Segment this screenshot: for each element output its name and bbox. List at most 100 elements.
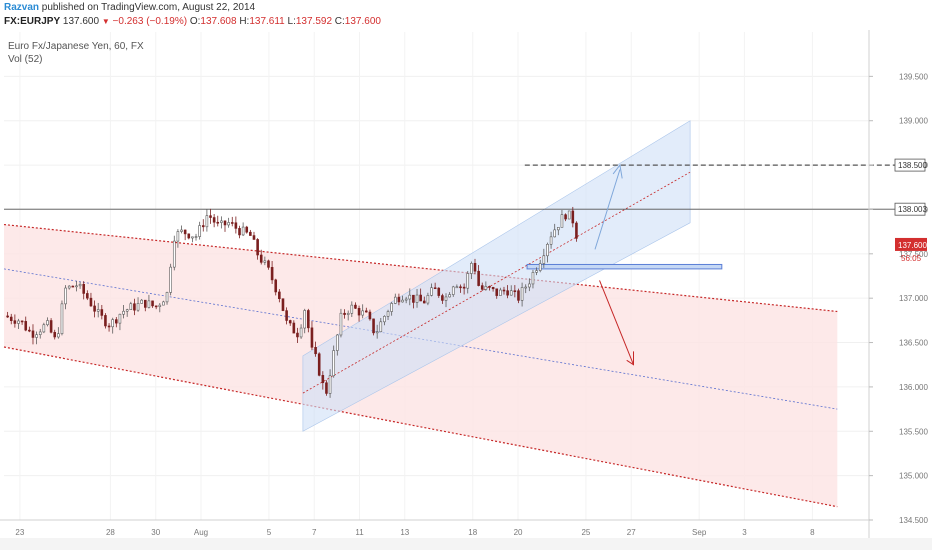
candle-body [412, 294, 415, 303]
candle-body [346, 312, 350, 315]
candle-body [140, 299, 143, 304]
candle-body [281, 298, 285, 311]
candle-body [408, 294, 412, 300]
candle-body [393, 296, 397, 304]
candle-body [46, 320, 49, 326]
x-tick-label: 3 [742, 528, 747, 537]
candle-body [57, 333, 60, 338]
price-chart[interactable]: 139.500139.000138.500138.000137.500137.0… [0, 30, 932, 550]
candle-body [444, 296, 448, 301]
x-tick-label: 13 [400, 528, 409, 537]
x-tick-label: 11 [355, 528, 364, 537]
y-tick-label: 136.500 [899, 339, 928, 348]
candle-body [401, 299, 404, 303]
x-tick-label: 25 [581, 528, 590, 537]
candle-body [187, 233, 191, 239]
candle-body [212, 217, 216, 223]
candle-body [241, 226, 245, 236]
x-tick-label: 8 [810, 528, 815, 537]
x-tick-label: 27 [627, 528, 636, 537]
candle-body [390, 303, 393, 312]
symbol-label[interactable]: FX:EURJPY [4, 16, 61, 27]
candle-body [151, 300, 154, 307]
candle-body [531, 272, 535, 285]
y-tick-label: 135.500 [899, 427, 928, 436]
candle-body [343, 312, 346, 315]
candle-body [502, 289, 506, 292]
candle-body [93, 305, 96, 312]
candle-body [455, 286, 459, 289]
candle-body [78, 283, 82, 287]
candle-body [67, 285, 71, 289]
candle-body [129, 303, 133, 310]
candle-body [20, 320, 24, 323]
candle-body [24, 321, 28, 331]
candle-body [433, 287, 437, 290]
low-value: 137.592 [295, 16, 333, 27]
axes: 139.500139.000138.500138.000137.500137.0… [0, 30, 932, 550]
candle-body [553, 229, 556, 238]
candle-body [567, 210, 571, 220]
candle-body [256, 239, 259, 256]
candle-body [31, 330, 35, 338]
candle-body [245, 226, 249, 233]
candle-body [64, 287, 67, 305]
candle-body [259, 254, 263, 263]
candle-body [328, 375, 332, 394]
candle-body [560, 214, 564, 228]
candle-body [122, 310, 125, 315]
drawings[interactable] [3, 120, 895, 508]
blue-channel [302, 120, 691, 432]
candle-body [361, 310, 364, 316]
candle-body [86, 293, 89, 299]
author-link[interactable]: Razvan [4, 2, 40, 13]
candle-body [6, 315, 9, 318]
candle-body [524, 286, 528, 289]
candle-body [180, 229, 183, 232]
candle-body [546, 244, 549, 257]
red-channel-lower [3, 346, 838, 508]
candle-body [194, 236, 198, 238]
candle-body [107, 325, 111, 328]
candle-body [473, 262, 477, 272]
close-value: 137.600 [344, 16, 381, 27]
candle-body [42, 324, 46, 333]
candle-body [71, 285, 75, 288]
candle-body [372, 318, 375, 334]
candle-body [299, 327, 303, 338]
candle-body [495, 288, 499, 296]
x-tick-label: 5 [267, 528, 272, 537]
candle-body [285, 310, 288, 321]
candle-body [397, 296, 401, 303]
candle-body [198, 225, 201, 237]
publish-line: Razvan published on TradingView.com, Aug… [4, 2, 255, 13]
candle-body [252, 235, 256, 240]
candle-body [249, 231, 252, 236]
candle-body [538, 263, 542, 271]
candle-body [350, 304, 354, 314]
candle-body [564, 214, 567, 220]
candle-body [383, 316, 386, 323]
up-arrow-icon [594, 169, 621, 250]
x-tick-label: 7 [312, 528, 317, 537]
footer-bar [0, 538, 932, 550]
candle-body [169, 266, 172, 293]
candle-body [60, 303, 64, 335]
y-tick-label: 135.000 [899, 472, 928, 481]
countdown-label: 56:05 [901, 254, 922, 263]
candle-body [270, 267, 274, 281]
candle-body [53, 331, 57, 338]
candle-body [528, 283, 531, 288]
chart-frame[interactable]: 139.500139.000138.500138.000137.500137.0… [0, 30, 932, 550]
up-arrow-head-icon [612, 163, 623, 179]
candle-body [278, 291, 281, 300]
candle-body [75, 285, 78, 288]
candle-body [325, 382, 328, 394]
candle-body [201, 225, 205, 228]
candle-body [365, 310, 368, 313]
y-tick-label: 136.000 [899, 383, 928, 392]
candle-body [267, 260, 270, 268]
candle-body [183, 229, 187, 235]
chart-legend: Euro Fx/Japanese Yen, 60, FX Vol (52) [8, 40, 144, 66]
candle-body [263, 260, 267, 263]
